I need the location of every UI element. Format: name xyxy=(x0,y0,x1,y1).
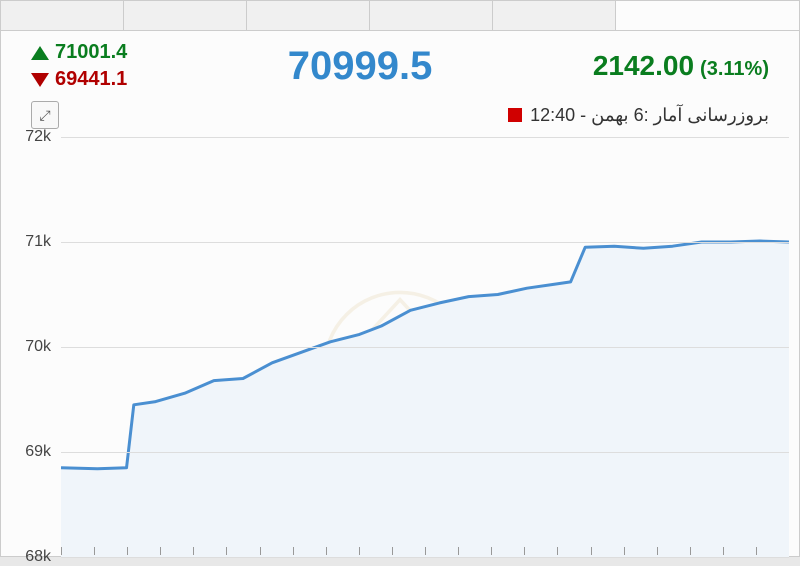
low-value: 69441.1 xyxy=(55,68,127,91)
tab[interactable] xyxy=(370,1,493,30)
grid-line xyxy=(61,452,789,453)
update-timestamp: بروزرسانی آمار :6 بهمن - 12:40 xyxy=(508,105,769,126)
tab[interactable] xyxy=(616,1,799,30)
change-block: 2142.00 (3.11%) xyxy=(593,50,769,82)
x-tick xyxy=(193,547,226,555)
x-tick xyxy=(127,547,160,555)
x-tick xyxy=(756,547,789,555)
x-tick xyxy=(61,547,94,555)
current-value: 70999.5 xyxy=(288,44,433,89)
day-high: 71001.4 xyxy=(31,41,127,64)
tab[interactable] xyxy=(493,1,616,30)
x-tick xyxy=(524,547,557,555)
x-tick xyxy=(723,547,756,555)
x-tick xyxy=(94,547,127,555)
tabs-row xyxy=(1,1,799,31)
x-tick xyxy=(359,547,392,555)
y-tick-label: 68k xyxy=(25,548,51,566)
day-low: 69441.1 xyxy=(31,68,127,91)
tab[interactable] xyxy=(247,1,370,30)
change-absolute: 2142.00 xyxy=(593,50,694,82)
y-axis: 72k71k70k69k68k xyxy=(1,137,61,557)
price-header: 71001.4 69441.1 70999.5 2142.00 (3.11%) xyxy=(1,31,799,101)
y-tick-label: 69k xyxy=(25,443,51,461)
x-tick xyxy=(260,547,293,555)
x-tick xyxy=(557,547,590,555)
update-label: بروزرسانی آمار :6 بهمن - 12:40 xyxy=(530,105,769,126)
update-row: ⤢ بروزرسانی آمار :6 بهمن - 12:40 xyxy=(1,101,799,137)
expand-icon: ⤢ xyxy=(39,107,50,124)
x-tick xyxy=(326,547,359,555)
x-tick xyxy=(491,547,524,555)
y-tick-label: 70k xyxy=(25,338,51,356)
grid-line xyxy=(61,137,789,138)
live-indicator-icon xyxy=(508,108,522,122)
grid-line xyxy=(61,557,789,558)
expand-button[interactable]: ⤢ xyxy=(31,101,59,129)
tab[interactable] xyxy=(1,1,124,30)
high-low-block: 71001.4 69441.1 xyxy=(31,41,127,91)
x-tick xyxy=(293,547,326,555)
arrow-up-icon xyxy=(31,46,49,60)
x-ticks xyxy=(61,547,789,557)
y-tick-label: 71k xyxy=(25,233,51,251)
x-tick xyxy=(591,547,624,555)
x-tick xyxy=(226,547,259,555)
tab[interactable] xyxy=(124,1,247,30)
grid-line xyxy=(61,242,789,243)
x-tick xyxy=(458,547,491,555)
grid-line xyxy=(61,347,789,348)
x-tick xyxy=(690,547,723,555)
change-percent: (3.11%) xyxy=(700,58,769,81)
x-tick xyxy=(425,547,458,555)
high-value: 71001.4 xyxy=(55,41,127,64)
x-tick xyxy=(624,547,657,555)
x-tick xyxy=(160,547,193,555)
chart-area: 72k71k70k69k68k xyxy=(1,137,799,557)
x-tick xyxy=(657,547,690,555)
arrow-down-icon xyxy=(31,73,49,87)
stock-widget: 71001.4 69441.1 70999.5 2142.00 (3.11%) … xyxy=(0,0,800,557)
y-tick-label: 72k xyxy=(25,128,51,146)
x-tick xyxy=(392,547,425,555)
